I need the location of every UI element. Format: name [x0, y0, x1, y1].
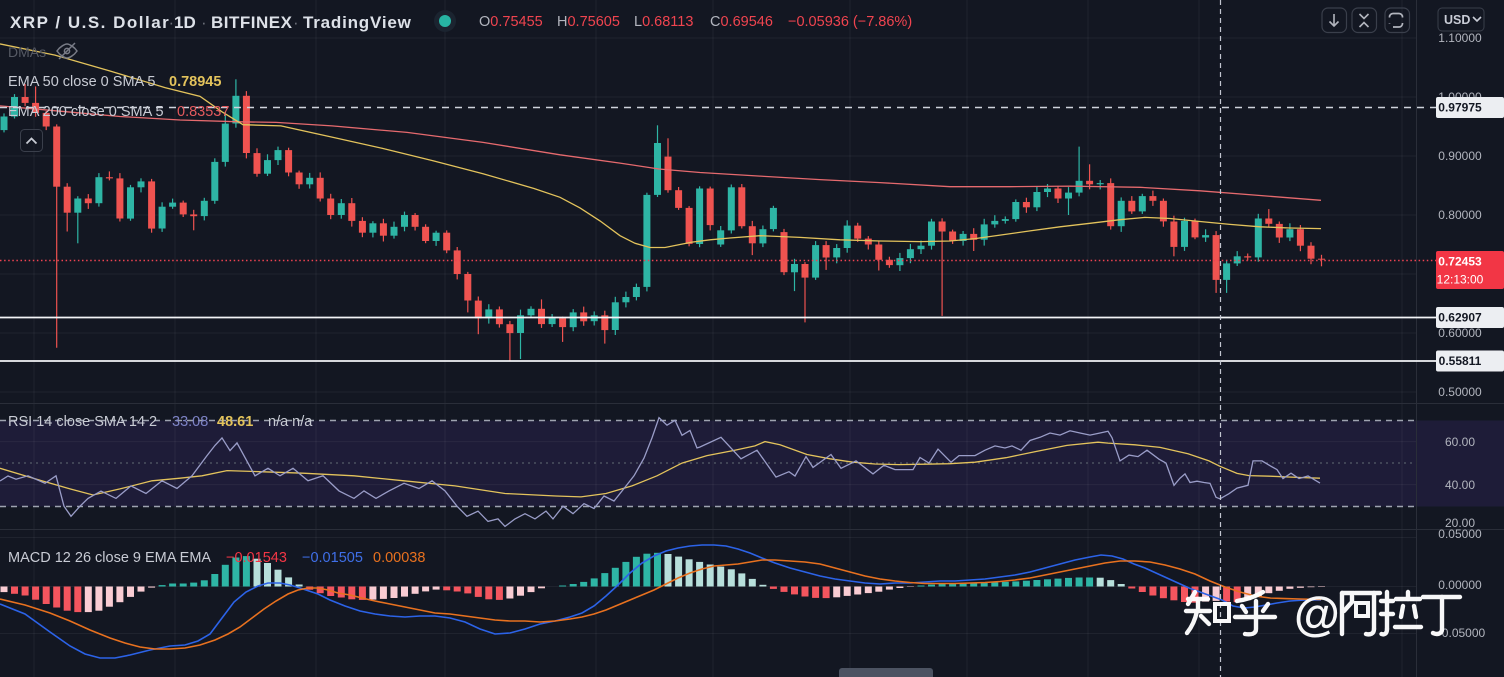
svg-text:H0.75605: H0.75605 — [557, 14, 620, 30]
svg-text:−0.05000: −0.05000 — [1435, 626, 1486, 640]
svg-text:20.00: 20.00 — [1445, 516, 1475, 530]
svg-text:0.50000: 0.50000 — [1438, 385, 1482, 399]
svg-text:0.97975: 0.97975 — [1438, 101, 1482, 115]
svg-text:USD: USD — [1444, 13, 1470, 27]
svg-text:·: · — [201, 13, 207, 32]
svg-text:BITFINEX: BITFINEX — [211, 13, 293, 32]
svg-text:0.72453: 0.72453 — [1438, 255, 1482, 269]
svg-text:·: · — [169, 13, 175, 32]
svg-text:EMA 200 close 0 SMA 5: EMA 200 close 0 SMA 5 — [8, 104, 164, 120]
svg-text:·: · — [293, 13, 299, 32]
svg-text:0.05000: 0.05000 — [1438, 527, 1482, 541]
svg-text:MACD 12 26 close 9 EMA EMA: MACD 12 26 close 9 EMA EMA — [8, 550, 211, 566]
svg-text:−0.01505: −0.01505 — [302, 550, 363, 566]
svg-text:0.00000: 0.00000 — [1438, 578, 1482, 592]
svg-text:L0.68113: L0.68113 — [634, 14, 693, 30]
svg-text:C0.69546: C0.69546 — [710, 14, 773, 30]
svg-text:O0.75455: O0.75455 — [479, 14, 543, 30]
svg-text:60.00: 60.00 — [1445, 435, 1475, 449]
svg-text:0.83537: 0.83537 — [177, 104, 229, 120]
svg-text:0.55811: 0.55811 — [1439, 354, 1482, 368]
svg-text:0.00038: 0.00038 — [373, 550, 425, 566]
svg-text:0.60000: 0.60000 — [1438, 326, 1482, 340]
svg-text:@: @ — [1294, 587, 1340, 640]
svg-text:−0.05936 (−7.86%): −0.05936 (−7.86%) — [788, 14, 912, 30]
svg-text:0.80000: 0.80000 — [1438, 208, 1482, 222]
svg-text:RSI 14 close SMA 14 2: RSI 14 close SMA 14 2 — [8, 414, 157, 430]
svg-text:0.78945: 0.78945 — [169, 74, 221, 90]
svg-text:n/a n/a: n/a n/a — [268, 414, 313, 430]
svg-text:0.62907: 0.62907 — [1438, 311, 1482, 325]
svg-text:XRP / U.S. Dollar: XRP / U.S. Dollar — [10, 13, 170, 32]
svg-text:33.08: 33.08 — [172, 414, 208, 430]
svg-text:EMA 50 close 0 SMA 5: EMA 50 close 0 SMA 5 — [8, 74, 156, 90]
svg-text:1.10000: 1.10000 — [1438, 31, 1482, 45]
svg-text:−0.01543: −0.01543 — [226, 550, 287, 566]
svg-text:0.90000: 0.90000 — [1438, 149, 1482, 163]
svg-text:40.00: 40.00 — [1445, 478, 1475, 492]
svg-text:48.61: 48.61 — [217, 414, 253, 430]
svg-text:1D: 1D — [174, 13, 196, 32]
svg-text:12:13:00: 12:13:00 — [1437, 273, 1484, 287]
svg-text:DMAs: DMAs — [8, 44, 46, 60]
svg-text:TradingView: TradingView — [303, 13, 412, 32]
